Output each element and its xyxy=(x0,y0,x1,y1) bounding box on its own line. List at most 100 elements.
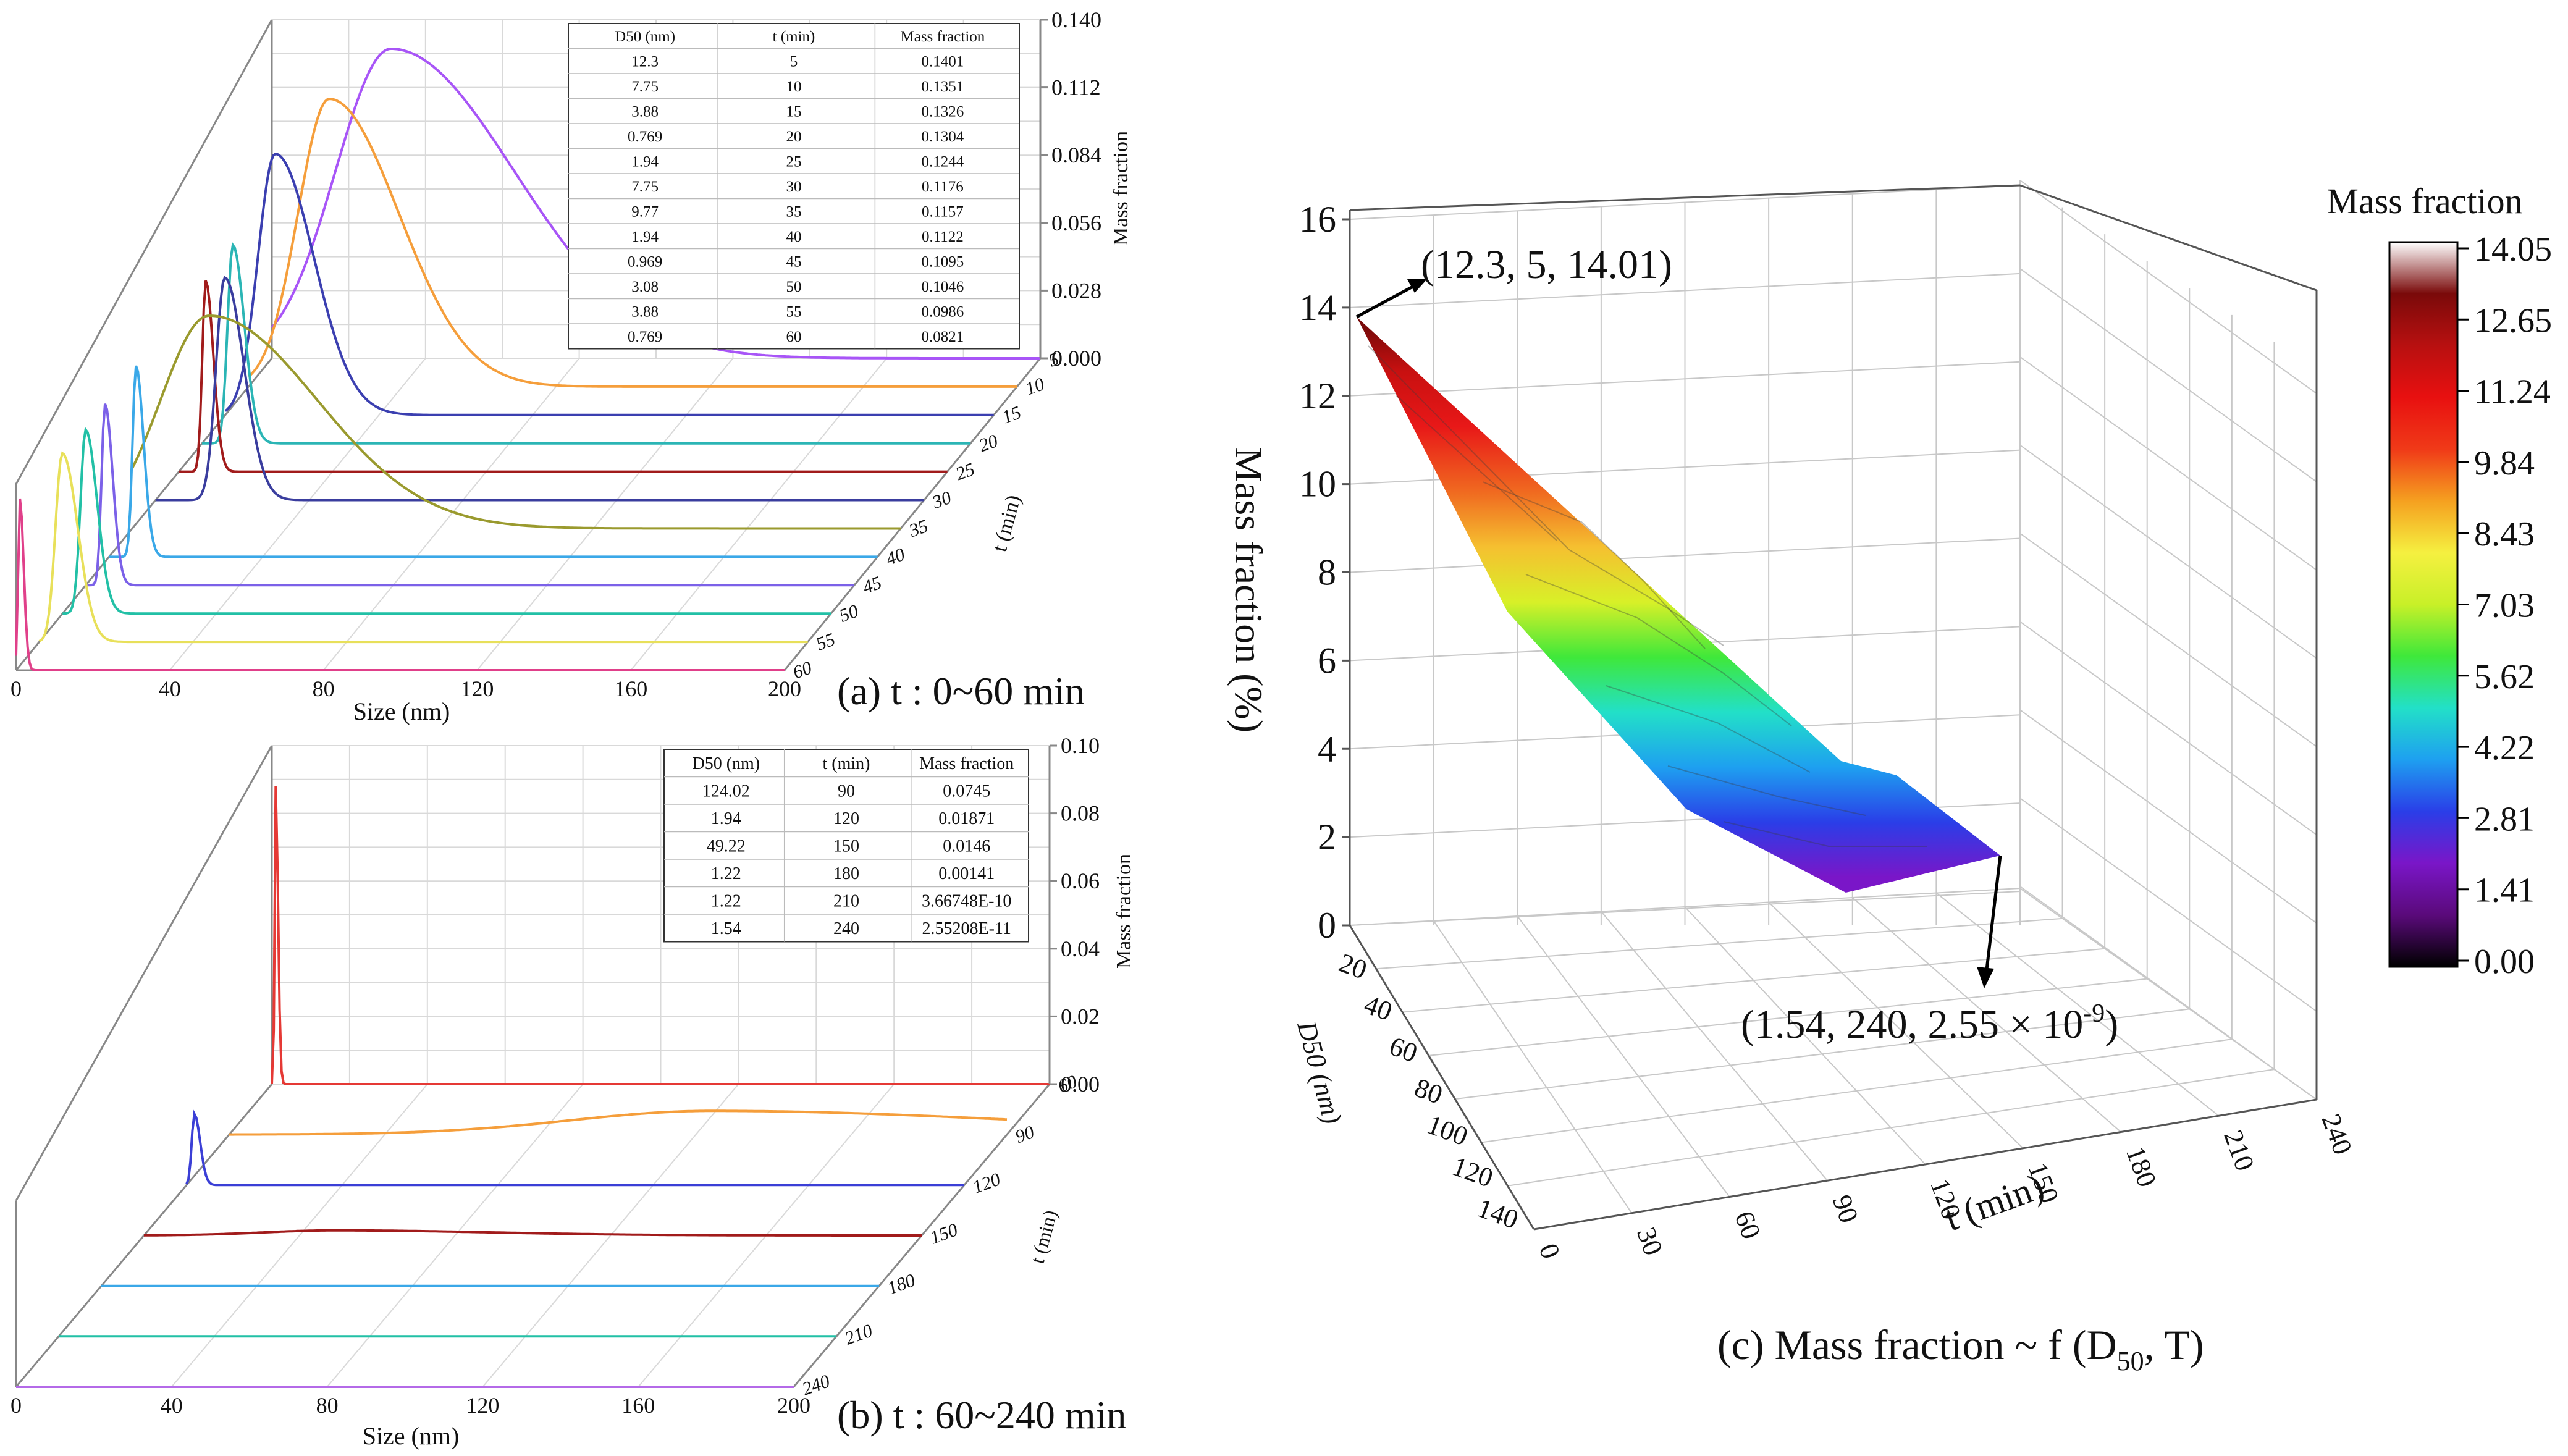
surface-contour xyxy=(1667,765,1866,816)
d50-tick-label: 40 xyxy=(1360,989,1396,1027)
colorbar-tick-label: 5.62 xyxy=(2474,658,2535,696)
z-tick-label: 0.10 xyxy=(1061,733,1100,758)
z-tick-label: 12 xyxy=(1299,376,1336,416)
annotation-bottom-arrowhead xyxy=(1977,967,1994,988)
colorbar-tick-label: 1.41 xyxy=(2474,872,2535,910)
inset-table-cell: 1.54 xyxy=(711,919,741,938)
t-tick-label: 0 xyxy=(1533,1240,1567,1263)
panel-c-caption-sub: 50 xyxy=(2117,1346,2144,1376)
colorbar-tick-label: 4.22 xyxy=(2474,729,2535,767)
x-tick-label: 80 xyxy=(313,676,335,701)
t-tick-label: 35 xyxy=(906,516,930,542)
panel-c-z-ticks: 0 2 4 6 8 10 12 14 16 xyxy=(1299,199,1350,946)
inset-table-frame xyxy=(663,749,1029,943)
z-tick-label: 0.140 xyxy=(1051,7,1101,32)
floor-grid xyxy=(1376,917,2063,970)
t-tick-label: 10 xyxy=(1023,374,1047,399)
t-tick-label: 90 xyxy=(1012,1122,1037,1147)
floor-grid xyxy=(1455,1008,2190,1100)
panel-c-caption-main: (c) Mass fraction ~ f (D xyxy=(1717,1321,2117,1368)
right-wall-grid xyxy=(2019,621,2317,836)
surface-contour xyxy=(1606,685,1811,773)
surface-contour xyxy=(1368,345,1724,646)
colorbar-tick-label: 2.81 xyxy=(2474,800,2535,838)
panel-a-z-label: Mass fraction xyxy=(1109,131,1132,246)
inset-table-cell: 60 xyxy=(786,329,802,345)
panel-c-caption: (c) Mass fraction ~ f (D50, T) xyxy=(1717,1321,2204,1376)
t-tick-label: 30 xyxy=(1631,1223,1669,1259)
inset-table-cell: 0.0986 xyxy=(922,304,964,321)
panel-b-inset-table: D50 (nm) t (min) Mass fraction 124.02 90 0.07… xyxy=(663,749,1029,943)
panel-a-x-label: Size (nm) xyxy=(353,697,450,725)
inset-table-cell: 55 xyxy=(786,304,802,321)
floor-grid xyxy=(2019,888,2317,1100)
panel-c-t-ticks: 0 30 60 90 120 150 180 210 240 xyxy=(1533,1110,2359,1263)
x-tick-label: 40 xyxy=(159,676,181,701)
inset-table-cell: 0.1157 xyxy=(922,204,964,221)
inset-table-cell: 9.77 xyxy=(631,204,659,221)
panel-c-t-label: t (min) xyxy=(1939,1166,2049,1239)
annotation-top: (12.3, 5, 14.01) xyxy=(1421,242,1672,287)
t-tick-label: 210 xyxy=(2218,1126,2260,1175)
z-tick-label: 6 xyxy=(1318,640,1336,681)
t-tick-label: 50 xyxy=(836,601,861,626)
floor-grid-line xyxy=(169,358,426,671)
z-tick-label: 16 xyxy=(1299,199,1336,240)
floor-grid xyxy=(1349,888,2021,926)
panel-c-z-label: Mass fraction (%) xyxy=(1227,447,1271,733)
panel-b-z-label: Mass fraction xyxy=(1113,854,1135,969)
inset-table-cell: 0.969 xyxy=(628,254,662,271)
colorbar-tick-label: 14.05 xyxy=(2474,230,2552,269)
panel-b-series xyxy=(16,786,1050,1388)
inset-table-cell: 90 xyxy=(838,782,855,801)
annotation-top-arrow xyxy=(1355,281,1421,319)
box-edge xyxy=(2019,184,2317,292)
inset-table-cell: 1.22 xyxy=(711,864,741,883)
x-tick-label: 200 xyxy=(777,1393,810,1418)
inset-table-cell: 0.01871 xyxy=(938,809,995,828)
z-tick-label: 8 xyxy=(1318,552,1336,593)
x-tick-label: 120 xyxy=(466,1393,499,1418)
annotation-bottom: (1.54, 240, 2.55 × 10-9) xyxy=(1741,999,2118,1047)
inset-table-cell: 0.1122 xyxy=(922,229,964,245)
series-line-t55 xyxy=(38,451,808,644)
surface-contour xyxy=(1723,821,1927,847)
floor-grid xyxy=(1507,1069,2275,1187)
series-line-t45 xyxy=(85,403,854,587)
series-line-t25 xyxy=(179,280,948,473)
z-tick-label: 2 xyxy=(1318,817,1336,857)
panel-a-caption: (a) t : 0~60 min xyxy=(837,669,1085,713)
inset-table-cell: 0.0146 xyxy=(943,837,990,856)
floor-grid xyxy=(1684,906,1926,1165)
inset-table-cell: 3.08 xyxy=(631,279,659,295)
z-tick-label: 0.028 xyxy=(1051,278,1101,303)
series-line-t50 xyxy=(62,426,831,615)
floor-grid xyxy=(1481,1038,2232,1143)
t-tick-label: 55 xyxy=(814,629,838,654)
t-axis-line xyxy=(1533,1098,2317,1231)
annotation-bottom-main: (1.54, 240, 2.55 × 10 xyxy=(1741,1002,2083,1047)
panel-b-x-ticks: 0 40 80 120 160 200 xyxy=(11,1393,810,1418)
panel-b: D50 (nm) t (min) Mass fraction 124.02 90 0.07… xyxy=(11,733,1135,1450)
inset-table-cell: 210 xyxy=(833,892,859,911)
panel-a-grid xyxy=(15,19,1042,671)
colorbar-tick-label: 9.84 xyxy=(2474,444,2535,482)
inset-table-cell: 35 xyxy=(786,204,802,221)
colorbar-tick-label: 11.24 xyxy=(2474,373,2551,411)
z-tick-label: 0.00 xyxy=(1061,1072,1100,1096)
floor-grid-line xyxy=(476,358,734,671)
inset-table-cell: 0.1046 xyxy=(922,279,964,295)
inset-table-cell: 0.1095 xyxy=(922,254,964,271)
box-edge xyxy=(1349,184,2021,211)
series-line-t30 xyxy=(155,276,924,502)
inset-table-cell: 3.88 xyxy=(631,104,659,120)
x-tick-label: 160 xyxy=(614,676,647,701)
inset-table-cell: 0.1176 xyxy=(922,179,964,195)
d50-axis-line xyxy=(1349,925,1535,1230)
right-wall-grid xyxy=(2019,180,2317,394)
z-tick-label: 14 xyxy=(1299,287,1336,328)
series-line-t20 xyxy=(202,242,971,445)
